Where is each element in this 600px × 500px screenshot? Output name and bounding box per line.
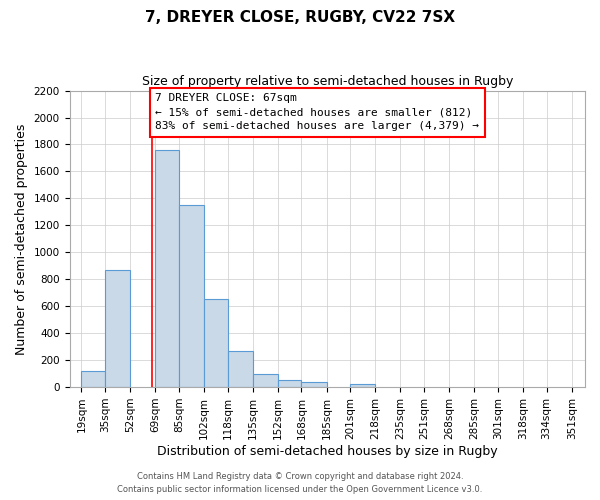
Bar [179, 205, 204, 387]
X-axis label: Distribution of semi-detached houses by size in Rugby: Distribution of semi-detached houses by … [157, 444, 497, 458]
Bar [278, 380, 301, 387]
Bar [82, 371, 105, 387]
Bar [227, 350, 253, 387]
Bar [253, 374, 278, 387]
Text: Contains HM Land Registry data © Crown copyright and database right 2024.
Contai: Contains HM Land Registry data © Crown c… [118, 472, 482, 494]
Text: 7 DREYER CLOSE: 67sqm
← 15% of semi-detached houses are smaller (812)
83% of sem: 7 DREYER CLOSE: 67sqm ← 15% of semi-deta… [155, 94, 479, 132]
Bar [301, 382, 326, 387]
Bar [204, 300, 227, 387]
Bar [155, 150, 179, 387]
Text: 7, DREYER CLOSE, RUGBY, CV22 7SX: 7, DREYER CLOSE, RUGBY, CV22 7SX [145, 10, 455, 25]
Bar [105, 270, 130, 387]
Bar [350, 384, 375, 387]
Y-axis label: Number of semi-detached properties: Number of semi-detached properties [15, 123, 28, 354]
Title: Size of property relative to semi-detached houses in Rugby: Size of property relative to semi-detach… [142, 75, 513, 88]
